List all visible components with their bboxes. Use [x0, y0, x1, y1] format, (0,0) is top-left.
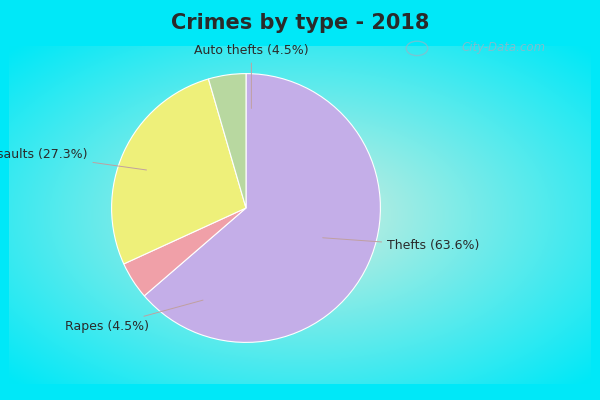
Text: Assaults (27.3%): Assaults (27.3%) — [0, 148, 146, 170]
Text: Rapes (4.5%): Rapes (4.5%) — [65, 300, 203, 333]
Wedge shape — [208, 74, 246, 208]
Text: Auto thefts (4.5%): Auto thefts (4.5%) — [194, 44, 308, 108]
Wedge shape — [144, 74, 380, 342]
Wedge shape — [112, 79, 246, 264]
Text: Crimes by type - 2018: Crimes by type - 2018 — [171, 13, 429, 33]
Text: Thefts (63.6%): Thefts (63.6%) — [323, 238, 479, 252]
Wedge shape — [124, 208, 246, 296]
Text: City-Data.com: City-Data.com — [462, 42, 546, 54]
